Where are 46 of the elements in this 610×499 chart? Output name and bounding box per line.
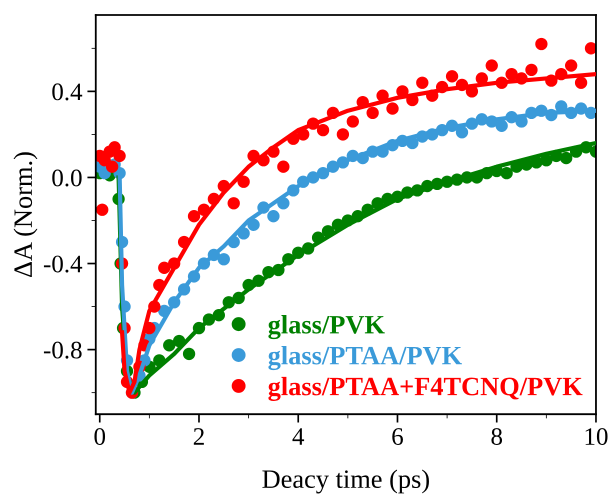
point [267,210,280,222]
point [163,339,176,352]
x-tick-label: 10 [586,428,608,445]
point [188,210,200,222]
point [182,348,196,360]
legend-label: glass/PVK [268,315,385,340]
point [525,64,538,76]
point [316,124,330,136]
point [560,152,572,164]
point [96,204,108,216]
point [228,197,240,210]
point [218,253,230,266]
y-tick-label: 0.4 [52,83,82,100]
point [505,68,518,80]
x-tick-label: 4 [292,428,304,445]
x-tick-label: 0 [94,428,106,445]
point [158,262,170,274]
x-axis-title: Deacy time (ps) [262,469,429,494]
y-tick-label: -0.4 [44,256,82,273]
point [336,128,350,141]
y-tick-label: -0.8 [44,342,82,359]
point [106,160,118,173]
x-tick-label: 2 [194,428,204,445]
point [500,166,513,180]
point [98,166,111,180]
point [584,42,596,54]
y-tick-label: 0.0 [52,169,82,186]
point [366,106,379,120]
legend-label: glass/PTAA+F4TCNQ/PVK [268,376,583,401]
point [416,76,428,89]
x-tick-label: 8 [491,428,502,445]
point [446,70,458,82]
point [346,115,359,128]
point [565,59,578,72]
point [277,160,290,173]
x-tick-label: 6 [392,428,403,445]
point [486,59,498,72]
point [113,150,126,162]
point [386,102,399,115]
point [496,120,508,132]
y-axis-title: ΔA (Norm.) [14,152,38,278]
point [237,176,250,188]
legend-label: glass/PTAA/PVK [268,346,462,370]
point [535,38,548,50]
point [456,126,468,138]
point [574,76,588,89]
